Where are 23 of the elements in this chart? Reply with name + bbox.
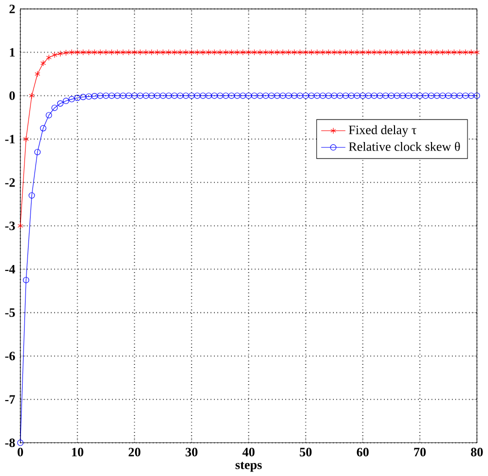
- x-tick-label: 0: [18, 448, 24, 456]
- y-tick-label: -4: [5, 264, 16, 274]
- x-tick-label: 40: [242, 448, 255, 456]
- y-tick-label: -5: [5, 308, 15, 317]
- y-tick-label: -2: [5, 178, 15, 186]
- y-tick-label: -1: [5, 134, 15, 144]
- x-tick-label: 20: [128, 448, 140, 456]
- x-tick-label: 30: [186, 448, 198, 456]
- x-tick-label: 10: [72, 448, 84, 456]
- x-tick-label: 80: [470, 448, 483, 456]
- x-tick-label: 70: [414, 448, 426, 456]
- x-axis-title: steps: [236, 462, 262, 472]
- x-tick-label: 60: [356, 448, 369, 456]
- y-tick-label: -7: [5, 394, 16, 404]
- legend-label: Fixed delay τ: [348, 125, 416, 137]
- x-tick-label: 50: [300, 448, 312, 456]
- y-tick-label: -3: [5, 221, 15, 230]
- y-tick-label: -8: [5, 438, 15, 447]
- y-tick-label: 2: [10, 4, 15, 13]
- y-tick-label: -6: [5, 351, 15, 360]
- y-tick-label: 0: [9, 91, 15, 100]
- y-tick-label: 1: [10, 48, 15, 56]
- legend-label: Relative clock skew θ: [348, 142, 460, 151]
